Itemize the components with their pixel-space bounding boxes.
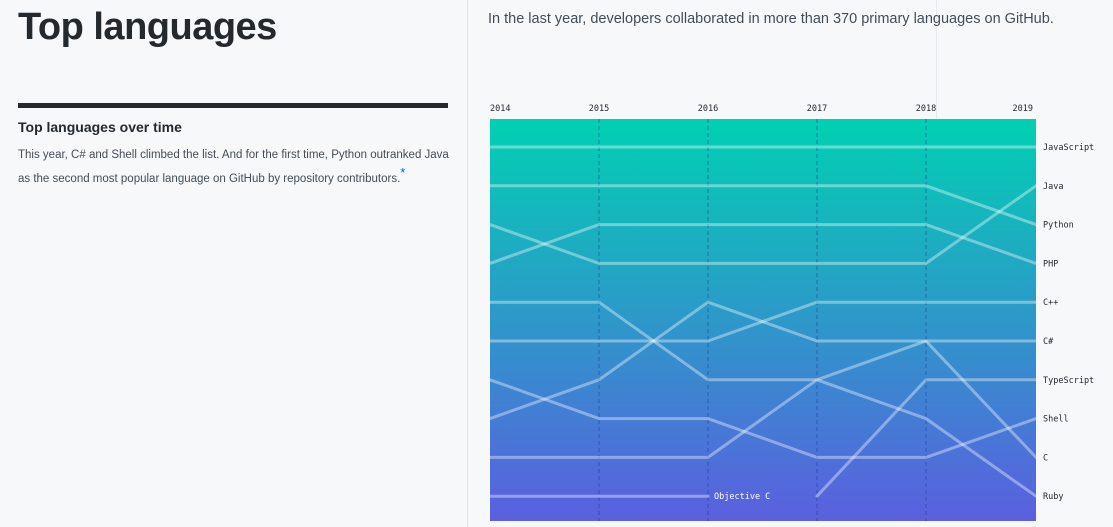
- section-body-text: This year, C# and Shell climbed the list…: [18, 149, 449, 185]
- series-line: [488, 378, 1038, 498]
- series-label: Python: [1043, 221, 1074, 231]
- series-label: Ruby: [1043, 492, 1063, 502]
- x-tick-label: 2016: [698, 104, 718, 114]
- series-label: C++: [1043, 298, 1058, 308]
- series-line: [488, 223, 1038, 265]
- x-axis-ticks: 2014 2015 2016 2017 2018 2019: [490, 104, 1033, 114]
- intro-text: In the last year, developers collaborate…: [488, 11, 1054, 27]
- grid-divider: [936, 0, 937, 120]
- series-line: [815, 378, 1038, 498]
- series-line: [488, 300, 1038, 382]
- x-tick-label: 2018: [916, 104, 936, 114]
- section-rule: [18, 103, 448, 108]
- series-label: C: [1043, 453, 1048, 463]
- section-title: Top languages over time: [18, 119, 182, 135]
- footnote-link[interactable]: *: [400, 165, 406, 180]
- x-tick-label: 2015: [589, 104, 609, 114]
- bump-chart: 2014 2015 2016 2017 2018 2019 JavaScript Pytho…: [488, 104, 1094, 521]
- series-label: Java: [1043, 182, 1063, 192]
- series-label: JavaScript: [1043, 143, 1094, 153]
- series-label: C#: [1043, 337, 1054, 347]
- series-label-inline: Objective C: [714, 492, 770, 502]
- page-title: Top languages: [18, 6, 277, 48]
- series-line: [488, 300, 1038, 343]
- series-label: Shell: [1043, 415, 1069, 425]
- series-labels: JavaScript Python Java PHP C# C++ TypeScript Sh…: [714, 143, 1094, 502]
- x-tick-label: 2014: [490, 104, 510, 114]
- series-label: PHP: [1043, 259, 1058, 269]
- plot-background: [490, 119, 1036, 521]
- left-column: Top languages Top languages over time Th…: [0, 0, 467, 527]
- series-line: [488, 300, 1038, 459]
- x-tick-label: 2019: [1013, 104, 1033, 114]
- series-line: [488, 184, 1038, 227]
- series-label: TypeScript: [1043, 376, 1094, 386]
- column-divider: [467, 0, 468, 527]
- series-lines: [488, 145, 1038, 498]
- section-body: This year, C# and Shell climbed the list…: [18, 146, 458, 188]
- series-line: [488, 378, 1038, 459]
- grid-lines: [598, 119, 927, 521]
- x-tick-label: 2017: [807, 104, 827, 114]
- series-line: [488, 184, 1038, 265]
